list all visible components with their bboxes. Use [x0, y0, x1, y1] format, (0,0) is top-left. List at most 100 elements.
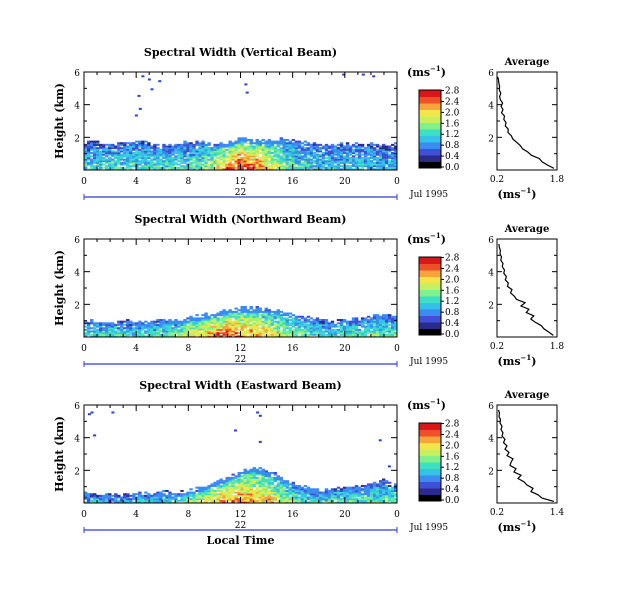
heatmap-cell: [312, 319, 317, 322]
heatmap-cell: [261, 327, 265, 330]
heatmap-cell: [168, 498, 172, 501]
heatmap-cell: [243, 319, 247, 322]
heatmap-cell: [339, 160, 344, 163]
heatmap-cell: [210, 483, 214, 486]
colorbar-tick-label: 0.0: [445, 163, 460, 173]
heatmap-cell: [279, 148, 284, 151]
heatmap-cell: [102, 496, 106, 499]
colorbar-tick-label: 1.6: [445, 286, 460, 296]
heatmap-cell: [288, 335, 293, 338]
heatmap-cell: [129, 165, 133, 168]
heatmap-cell: [132, 145, 136, 148]
heatmap-cell: [141, 145, 145, 148]
heatmap-cell: [270, 335, 275, 338]
heatmap-cell: [342, 486, 347, 489]
heatmap-cell: [132, 327, 136, 330]
heatmap-cell: [168, 161, 172, 164]
heatmap-cell: [216, 485, 220, 488]
heatmap-cell: [393, 333, 398, 336]
heatmap-cell: [174, 147, 178, 150]
date-center-label: 22: [235, 521, 246, 531]
heatmap-cell: [132, 501, 136, 504]
colorbar-swatch: [419, 302, 441, 310]
heatmap-cell: [210, 498, 214, 501]
heatmap-cell: [285, 491, 290, 494]
heatmap-cell: [273, 330, 278, 333]
date-center-label: 22: [235, 355, 246, 365]
heatmap-cell: [339, 319, 344, 322]
heatmap-cell: [231, 314, 235, 317]
heatmap-cell: [213, 158, 217, 161]
heatmap-cell: [141, 155, 145, 158]
heatmap-cell: [225, 155, 229, 158]
heatmap-cell: [351, 493, 356, 496]
heatmap-cell: [249, 305, 253, 308]
heatmap-cell: [300, 486, 305, 489]
heatmap-cell: [153, 143, 157, 146]
heatmap-cell: [267, 478, 271, 481]
heatmap-cell: [216, 156, 220, 159]
heatmap-cell: [333, 333, 338, 336]
heatmap-cell: [261, 480, 265, 483]
heatmap-cell: [312, 332, 317, 335]
heatmap-cell: [84, 498, 88, 501]
heatmap-cell: [174, 501, 178, 504]
heatmap-cell: [213, 325, 217, 328]
heatmap-cell: [300, 152, 305, 155]
heatmap-cell: [261, 471, 265, 474]
heatmap-cell: [279, 165, 284, 168]
heatmap-cell: [135, 166, 139, 169]
heatmap-cell: [360, 150, 365, 153]
heatmap-cell: [216, 480, 220, 483]
heatmap-cell: [180, 335, 184, 338]
heatmap-cell: [252, 165, 256, 168]
heatmap-cell: [216, 332, 220, 335]
heatmap-cell: [108, 163, 112, 166]
heatmap-cell: [291, 160, 296, 163]
heatmap-cell: [369, 168, 374, 171]
heatmap-cell: [378, 145, 383, 148]
heatmap-cell: [231, 320, 235, 323]
heatmap-cell: [240, 305, 244, 308]
x-tick-label: 16: [287, 510, 299, 520]
heatmap-cell: [222, 322, 226, 325]
heatmap-cell: [393, 142, 398, 145]
heatmap-cell: [321, 155, 326, 158]
heatmap-cell: [102, 328, 106, 331]
heatmap-cell: [282, 166, 287, 169]
heatmap-cell: [126, 501, 130, 504]
heatmap-cell: [282, 165, 287, 168]
heatmap-cell: [360, 499, 365, 502]
heatmap-cell: [261, 481, 265, 484]
heatmap-cell: [102, 330, 106, 333]
heatmap-cell: [228, 158, 232, 161]
heatmap-cell: [156, 161, 160, 164]
heatmap-cell: [165, 158, 169, 161]
heatmap-cell: [165, 161, 169, 164]
heatmap-cell: [213, 328, 217, 331]
heatmap-cell: [345, 501, 350, 504]
heatmap-cell: [246, 471, 250, 474]
heatmap-cell: [204, 498, 208, 501]
heatmap-cell: [279, 155, 284, 158]
heatmap-cell: [309, 152, 314, 155]
heatmap-cell: [294, 142, 299, 145]
heatmap-cell: [153, 155, 157, 158]
heatmap-cell: [243, 315, 247, 318]
heatmap-cell: [105, 330, 109, 333]
heatmap-cell: [135, 161, 139, 164]
heatmap-cell: [327, 496, 332, 499]
heatmap-cell: [165, 152, 169, 155]
heatmap-cell: [231, 491, 235, 494]
heatmap-cell: [111, 153, 115, 156]
heatmap-cell: [222, 501, 226, 504]
heatmap-cell: [285, 493, 290, 496]
heatmap-cell: [291, 483, 296, 486]
heatmap-cell: [279, 317, 284, 320]
colorbar-swatch: [419, 423, 441, 430]
heatmap-cell: [120, 163, 124, 166]
heatmap-cell: [342, 152, 347, 155]
heatmap-cell: [336, 161, 341, 164]
heatmap-cell: [297, 488, 302, 491]
heatmap-cell: [180, 494, 184, 497]
